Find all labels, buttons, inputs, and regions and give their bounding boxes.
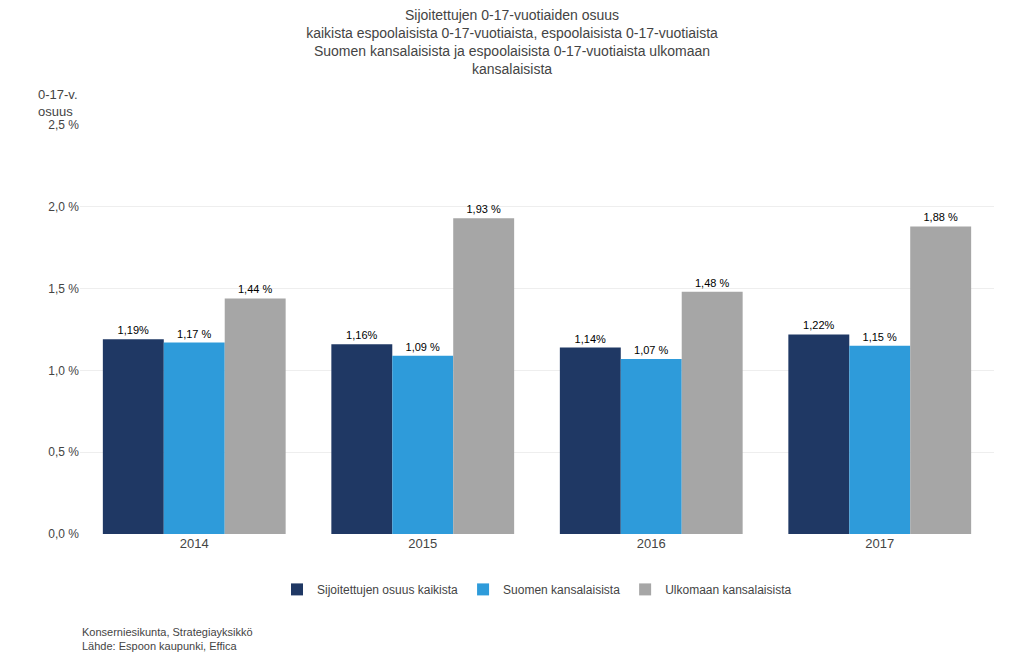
svg-text:2,0 %: 2,0 % [48,200,79,214]
svg-text:2015: 2015 [408,536,437,551]
svg-text:1,07 %: 1,07 % [634,344,668,356]
svg-text:1,19%: 1,19% [118,324,149,336]
svg-text:1,88 %: 1,88 % [923,211,957,223]
svg-text:0,5 %: 0,5 % [48,445,79,459]
svg-text:1,48 %: 1,48 % [695,277,729,289]
svg-text:2014: 2014 [180,536,209,551]
svg-text:1,16%: 1,16% [346,329,377,341]
svg-text:1,17 %: 1,17 % [177,328,211,340]
svg-text:1,0 %: 1,0 % [48,364,79,378]
svg-text:Suomen kansalaisista: Suomen kansalaisista [503,583,620,597]
svg-text:2017: 2017 [865,536,894,551]
svg-text:1,14%: 1,14% [575,333,606,345]
svg-text:Sijoitettujen osuus kaikista: Sijoitettujen osuus kaikista [317,583,458,597]
svg-text:1,5 %: 1,5 % [48,282,79,296]
svg-text:2016: 2016 [637,536,666,551]
svg-text:0-17-v.osuus: 0-17-v.osuus [38,87,78,119]
svg-text:1,22%: 1,22% [803,319,834,331]
svg-text:1,09 %: 1,09 % [406,341,440,353]
svg-text:1,44 %: 1,44 % [238,283,272,295]
svg-text:2,5 %: 2,5 % [48,118,79,132]
svg-text:1,93 %: 1,93 % [466,203,500,215]
svg-text:Sijoitettujen 0-17-vuotiaiden: Sijoitettujen 0-17-vuotiaiden osuuskaiki… [306,7,718,78]
svg-text:Ulkomaan kansalaisista: Ulkomaan kansalaisista [665,583,791,597]
svg-text:1,15 %: 1,15 % [863,331,897,343]
svg-text:0,0 %: 0,0 % [48,527,79,541]
svg-text:Konserniesikunta, Strategiayks: Konserniesikunta, StrategiayksikköLähde:… [82,626,253,652]
